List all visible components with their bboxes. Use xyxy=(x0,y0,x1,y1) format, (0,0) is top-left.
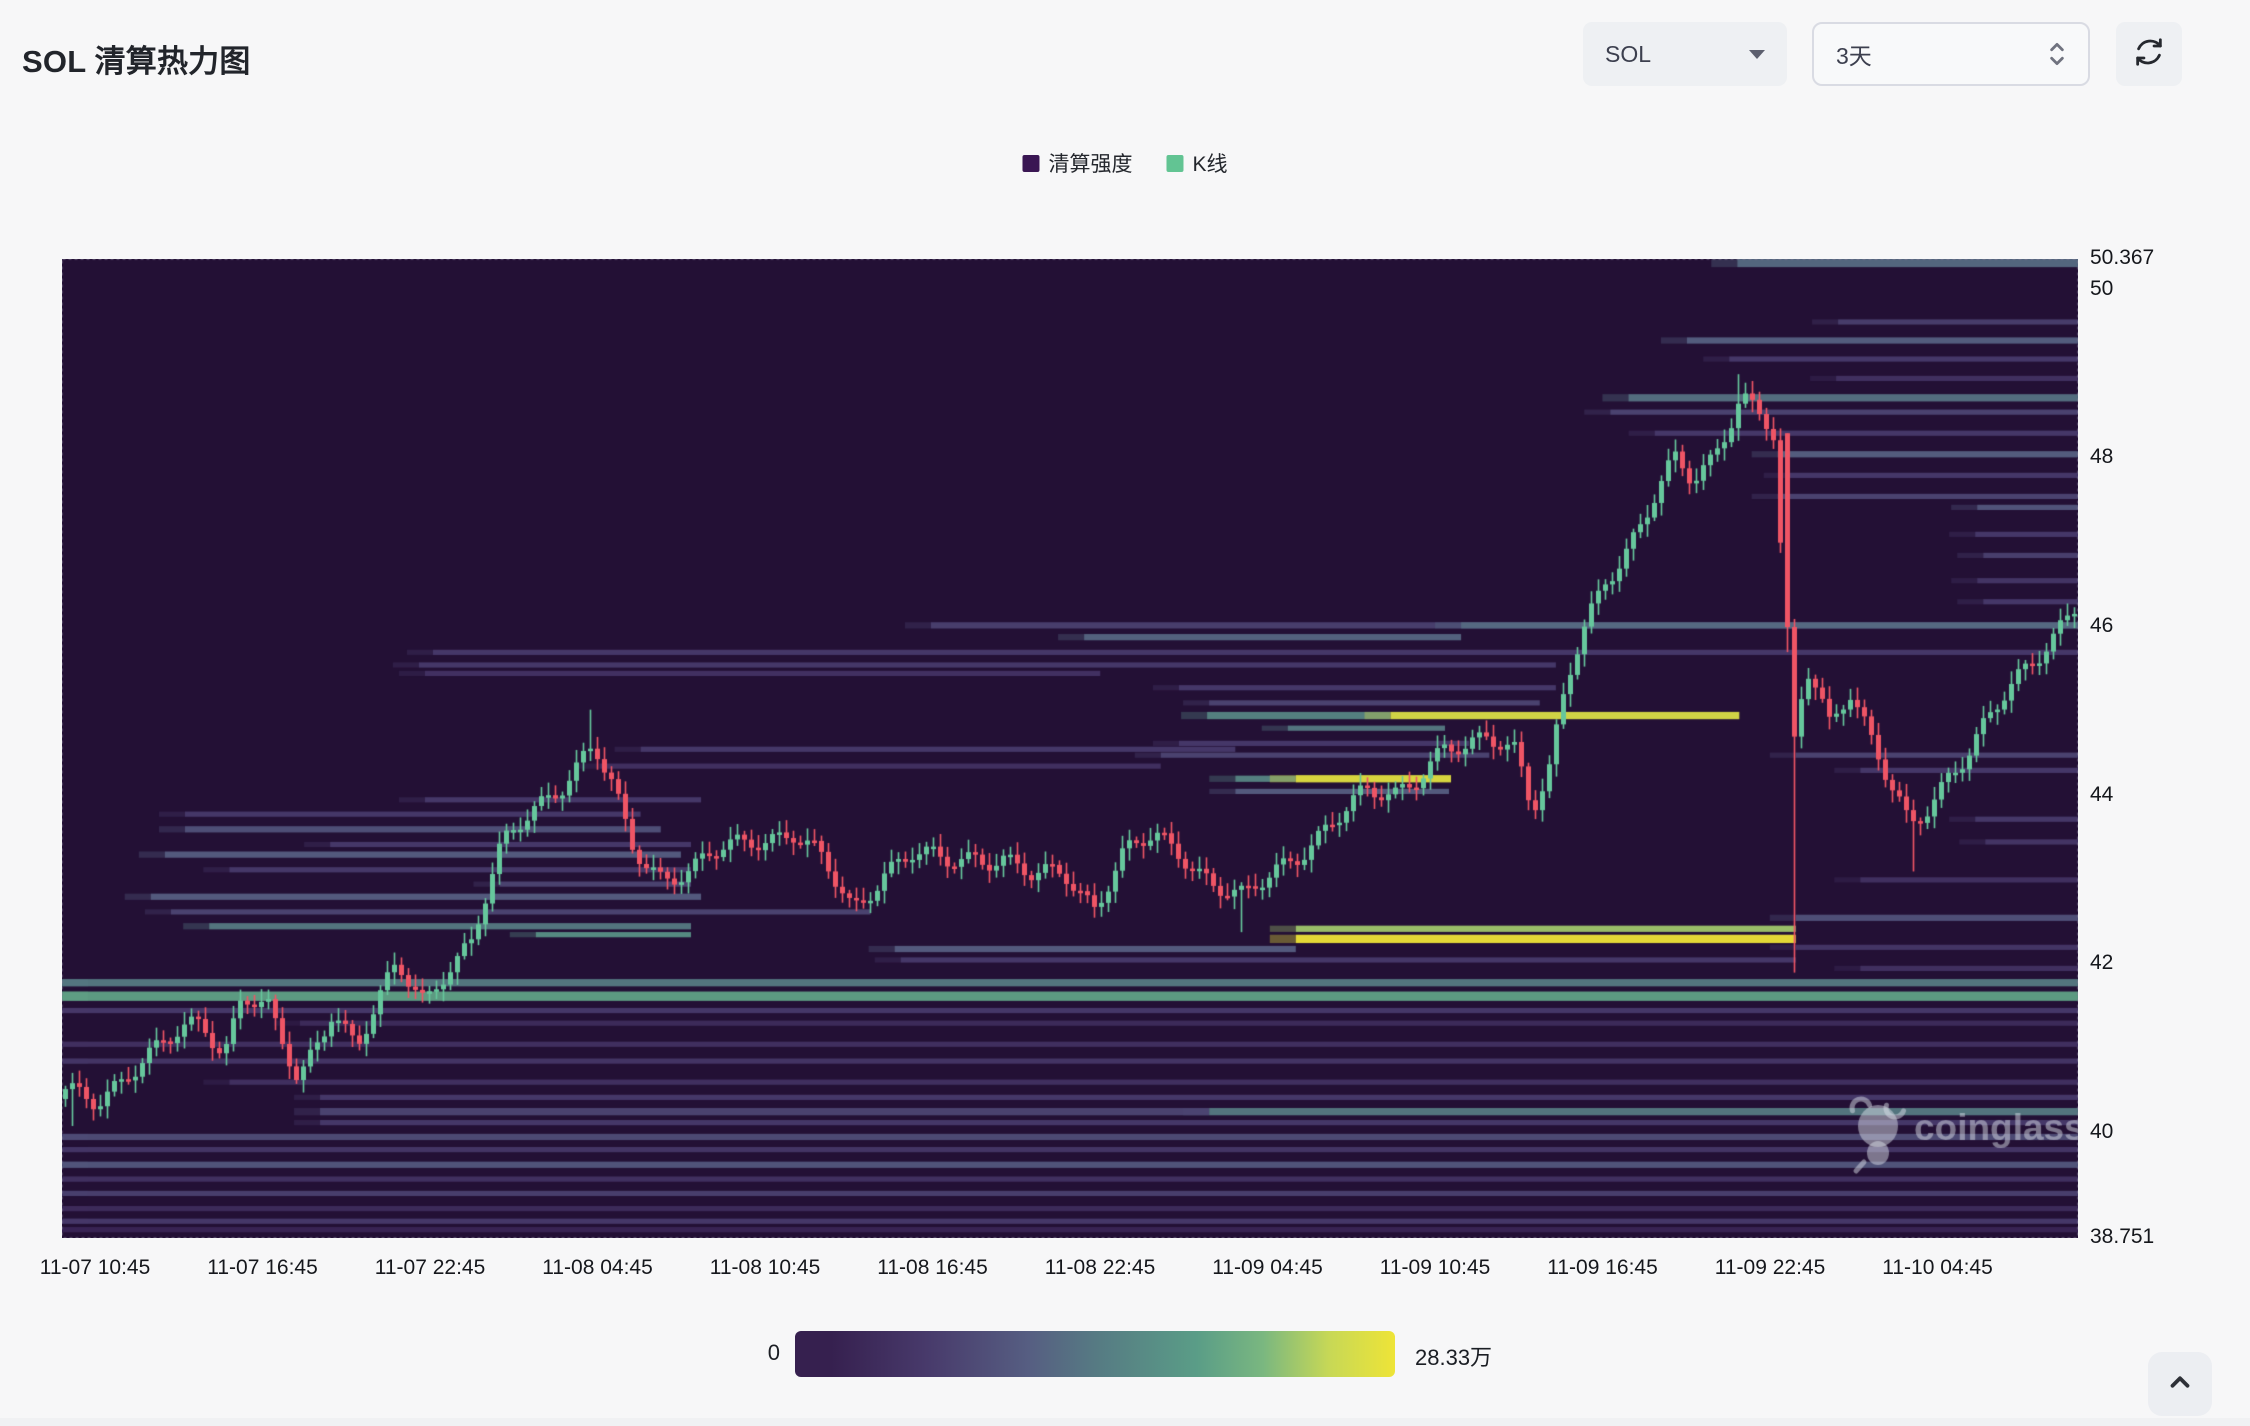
caret-down-icon xyxy=(1749,49,1765,59)
legend-label: 清算强度 xyxy=(1048,153,1133,176)
chart-legend: 清算强度 K线 xyxy=(1022,148,1228,178)
y-axis-label: 50.367 xyxy=(2090,246,2155,269)
x-axis-label: 11-09 10:45 xyxy=(1379,1256,1491,1279)
y-axis-label: 44 xyxy=(2090,782,2114,806)
x-axis-label: 11-09 04:45 xyxy=(1212,1256,1323,1279)
intensity-colorbar: 0 28.33万 xyxy=(0,1330,2250,1378)
x-axis-label: 11-08 22:45 xyxy=(1044,1256,1156,1279)
y-axis-label: 50 xyxy=(2090,276,2114,300)
colorbar-min-label: 0 xyxy=(767,1340,780,1365)
scroll-to-top-button[interactable] xyxy=(2148,1352,2212,1416)
symbol-select-value: SOL xyxy=(1605,40,1652,67)
y-axis-label: 46 xyxy=(2090,614,2114,638)
x-axis-label: 11-08 10:45 xyxy=(709,1256,821,1279)
select-spinner-icon xyxy=(2044,39,2070,69)
x-axis-label: 11-07 22:45 xyxy=(374,1256,486,1279)
legend-item-liquidation[interactable]: 清算强度 xyxy=(1022,148,1132,178)
legend-item-kline[interactable]: K线 xyxy=(1166,148,1228,178)
x-axis-label: 11-07 16:45 xyxy=(207,1256,318,1279)
timeframe-select[interactable]: 3天 xyxy=(1812,22,2090,86)
x-axis-label: 11-10 04:45 xyxy=(1882,1256,1993,1279)
symbol-select[interactable]: SOL xyxy=(1583,22,1787,86)
refresh-icon xyxy=(2133,36,2165,73)
colorbar-gradient xyxy=(795,1331,1395,1377)
colorbar-max-label: 28.33万 xyxy=(1415,1345,1493,1370)
x-axis-label: 11-08 16:45 xyxy=(877,1256,988,1279)
y-axis-label: 38.751 xyxy=(2090,1225,2155,1248)
x-axis-label: 11-09 16:45 xyxy=(1547,1256,1658,1279)
kline-swatch xyxy=(1166,154,1184,172)
x-axis-label: 11-08 04:45 xyxy=(542,1256,653,1279)
page-footer-strip xyxy=(0,1418,2250,1426)
page-title: SOL 清算热力图 xyxy=(22,44,251,79)
y-axis-label: 42 xyxy=(2090,951,2114,975)
x-axis-label: 11-09 22:45 xyxy=(1714,1256,1826,1279)
liquidation-heatmap-canvas[interactable] xyxy=(62,259,2078,1238)
liquidation-swatch xyxy=(1022,154,1040,172)
chevron-up-icon xyxy=(2165,1367,2195,1402)
heatmap-plot-area[interactable] xyxy=(62,259,2078,1238)
timeframe-select-value: 3天 xyxy=(1836,43,1872,69)
y-axis-label: 48 xyxy=(2090,445,2114,469)
x-axis-label: 11-07 10:45 xyxy=(39,1256,151,1279)
refresh-button[interactable] xyxy=(2116,22,2182,86)
legend-label: K线 xyxy=(1192,153,1228,176)
y-axis-label: 40 xyxy=(2090,1119,2114,1143)
